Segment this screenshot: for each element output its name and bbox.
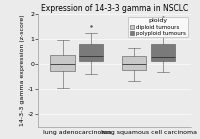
Title: Expression of 14-3-3 gamma in NSCLC: Expression of 14-3-3 gamma in NSCLC bbox=[41, 4, 188, 13]
Y-axis label: 14-3-3 gamma expression (z-score): 14-3-3 gamma expression (z-score) bbox=[20, 15, 25, 126]
PathPatch shape bbox=[122, 56, 146, 70]
PathPatch shape bbox=[50, 55, 75, 71]
PathPatch shape bbox=[79, 44, 103, 61]
Legend: diploid tumours, polyploid tumours: diploid tumours, polyploid tumours bbox=[128, 17, 188, 37]
PathPatch shape bbox=[151, 44, 175, 61]
